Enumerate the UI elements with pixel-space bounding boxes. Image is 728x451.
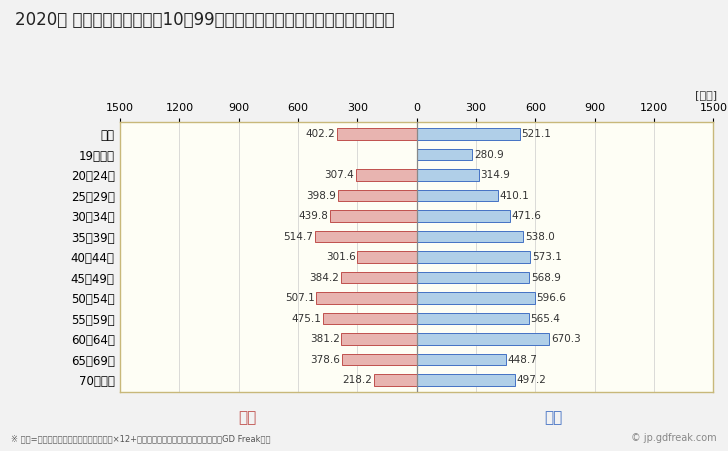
- Text: 448.7: 448.7: [507, 354, 537, 364]
- Bar: [337, 129, 416, 140]
- Bar: [323, 313, 416, 324]
- Bar: [315, 231, 416, 242]
- Bar: [416, 272, 529, 283]
- Text: 301.6: 301.6: [326, 252, 355, 262]
- Bar: [341, 272, 416, 283]
- Bar: [373, 374, 416, 386]
- Bar: [416, 149, 472, 160]
- Text: 568.9: 568.9: [531, 272, 561, 283]
- Bar: [416, 354, 505, 365]
- Text: ※ 年収=「きまって支給する現金給与額」×12+「年間賞与その他特別給与額」としてGD Freak推計: ※ 年収=「きまって支給する現金給与額」×12+「年間賞与その他特別給与額」とし…: [11, 434, 270, 443]
- Text: 307.4: 307.4: [325, 170, 355, 180]
- Bar: [342, 354, 416, 365]
- Text: 565.4: 565.4: [530, 313, 560, 323]
- Text: 596.6: 596.6: [537, 293, 566, 303]
- Bar: [416, 231, 523, 242]
- Bar: [416, 374, 515, 386]
- Text: 2020年 民間企業（従業者数10～99人）フルタイム労働者の男女別平均年収: 2020年 民間企業（従業者数10～99人）フルタイム労働者の男女別平均年収: [15, 11, 394, 29]
- Text: 381.2: 381.2: [310, 334, 340, 344]
- Bar: [416, 251, 530, 262]
- Bar: [416, 292, 535, 304]
- Bar: [416, 211, 510, 222]
- Bar: [330, 211, 416, 222]
- Bar: [416, 129, 520, 140]
- Bar: [416, 190, 498, 201]
- Text: 402.2: 402.2: [306, 129, 336, 139]
- Text: 471.6: 471.6: [512, 211, 542, 221]
- Text: 女性: 女性: [238, 410, 257, 425]
- Bar: [357, 251, 416, 262]
- Text: 378.6: 378.6: [310, 354, 340, 364]
- Bar: [416, 170, 479, 181]
- Text: 573.1: 573.1: [531, 252, 561, 262]
- Bar: [341, 333, 416, 345]
- Text: 男性: 男性: [544, 410, 563, 425]
- Bar: [356, 170, 416, 181]
- Text: 410.1: 410.1: [499, 191, 529, 201]
- Bar: [416, 333, 550, 345]
- Bar: [338, 190, 416, 201]
- Text: 514.7: 514.7: [283, 231, 313, 242]
- Text: 475.1: 475.1: [291, 313, 321, 323]
- Text: 280.9: 280.9: [474, 150, 504, 160]
- Text: 218.2: 218.2: [342, 375, 372, 385]
- Text: 398.9: 398.9: [306, 191, 336, 201]
- Text: 439.8: 439.8: [298, 211, 328, 221]
- Bar: [416, 313, 529, 324]
- Text: 497.2: 497.2: [517, 375, 547, 385]
- Text: [万円]: [万円]: [695, 90, 717, 100]
- Text: 314.9: 314.9: [480, 170, 510, 180]
- Text: © jp.gdfreak.com: © jp.gdfreak.com: [631, 433, 717, 443]
- Bar: [317, 292, 416, 304]
- Text: 507.1: 507.1: [285, 293, 315, 303]
- Text: 670.3: 670.3: [551, 334, 581, 344]
- Text: 538.0: 538.0: [525, 231, 555, 242]
- Text: 521.1: 521.1: [521, 129, 551, 139]
- Text: 384.2: 384.2: [309, 272, 339, 283]
